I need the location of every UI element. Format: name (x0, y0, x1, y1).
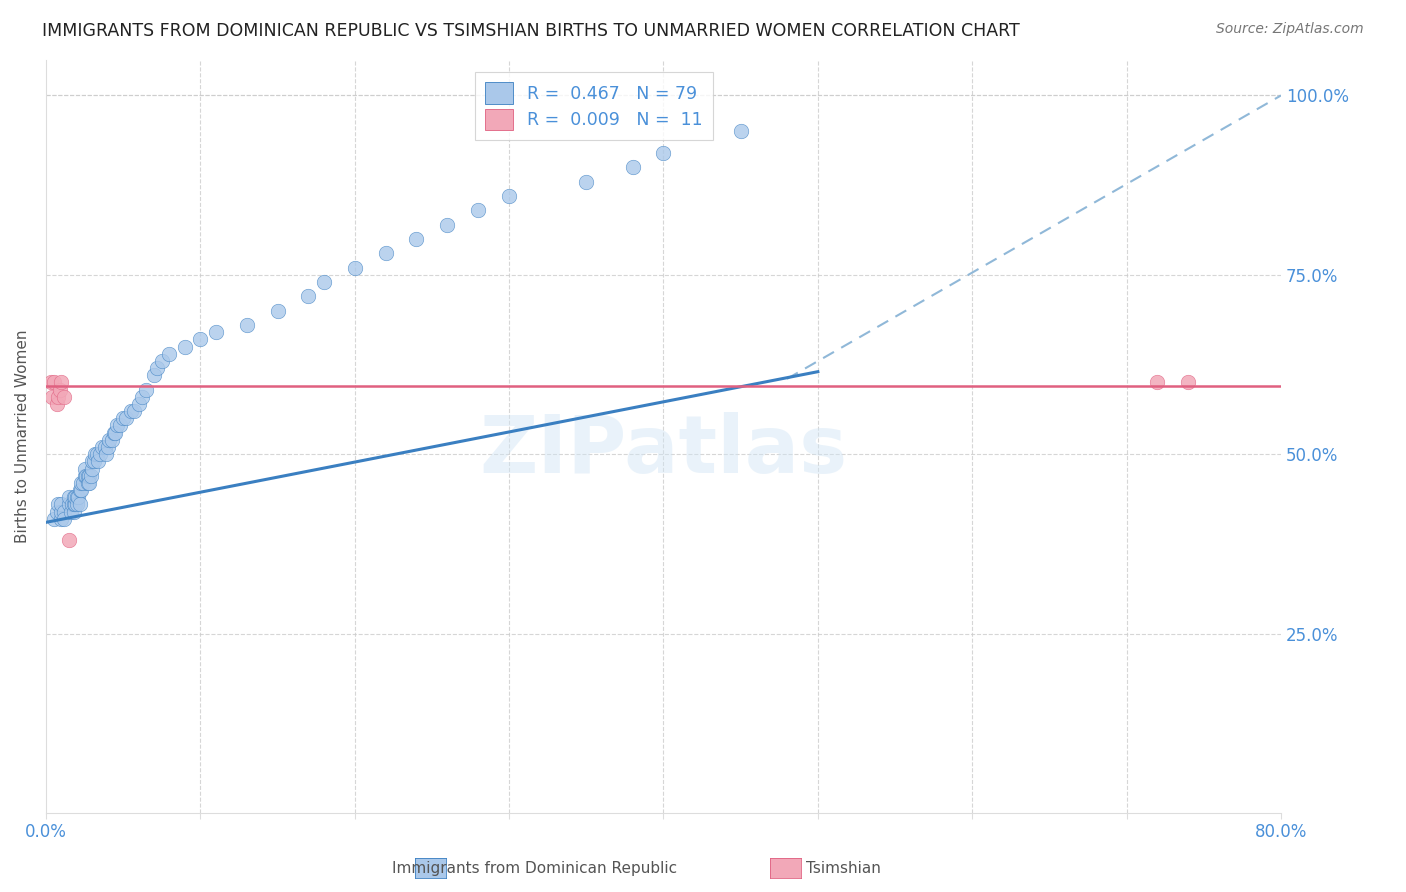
Point (66, 490, 89, 504)
Point (89, 447, 111, 461)
Point (60, 497, 83, 511)
Point (135, 383, 157, 397)
Point (42, 512, 65, 526)
Point (131, 390, 153, 404)
Point (436, 218, 458, 232)
Point (266, 303, 288, 318)
Point (76, 475, 98, 490)
Point (70, 475, 93, 490)
Point (41, 390, 63, 404)
Legend: R =  0.467   N = 79, R =  0.009   N =  11: R = 0.467 N = 79, R = 0.009 N = 11 (475, 72, 713, 140)
Point (93, 440, 115, 454)
Text: Immigrants from Dominican Republic: Immigrants from Dominican Republic (392, 861, 676, 876)
Point (204, 325, 226, 339)
Point (45, 505, 67, 519)
Point (1146, 376, 1168, 390)
Point (45, 397, 67, 411)
Point (575, 175, 598, 189)
Point (70, 483, 93, 497)
Point (82, 454, 104, 468)
Point (46, 390, 69, 404)
Point (58, 497, 80, 511)
Point (120, 404, 142, 418)
Point (51, 512, 73, 526)
Point (128, 397, 150, 411)
Point (98, 433, 121, 447)
Point (72, 475, 94, 490)
Point (730, 124, 752, 138)
Point (159, 347, 181, 361)
Point (115, 411, 138, 425)
Point (84, 447, 107, 461)
Point (343, 260, 366, 275)
Point (90, 440, 112, 454)
Point (58, 490, 80, 504)
Text: Source: ZipAtlas.com: Source: ZipAtlas.com (1216, 22, 1364, 37)
Point (82, 461, 104, 475)
Point (76, 468, 98, 483)
Point (86, 447, 108, 461)
Point (39, 376, 62, 390)
Point (405, 232, 427, 246)
Point (101, 433, 124, 447)
Point (51, 376, 73, 390)
Point (62, 490, 84, 504)
Point (150, 354, 173, 368)
Point (65, 490, 87, 504)
Point (77, 468, 100, 483)
Point (312, 275, 335, 289)
Point (146, 361, 169, 376)
Point (73, 468, 96, 483)
Point (65, 497, 87, 511)
Point (53, 512, 76, 526)
Point (51, 497, 73, 511)
Point (1177, 376, 1199, 390)
Point (87, 454, 110, 468)
Point (75, 468, 97, 483)
Point (97, 440, 120, 454)
Point (77, 475, 100, 490)
Text: ZIPatlas: ZIPatlas (479, 412, 848, 491)
Point (652, 145, 675, 160)
Point (297, 289, 319, 303)
Point (374, 246, 396, 260)
Point (62, 505, 84, 519)
Point (105, 418, 128, 433)
Point (69, 497, 91, 511)
Point (80, 468, 103, 483)
Point (188, 332, 211, 346)
Point (53, 390, 76, 404)
Point (621, 160, 644, 174)
Point (174, 340, 197, 354)
Point (69, 483, 91, 497)
Point (235, 318, 257, 332)
Point (67, 490, 90, 504)
Point (46, 497, 69, 511)
Point (58, 533, 80, 548)
Point (96, 447, 118, 461)
Point (66, 497, 89, 511)
Point (498, 189, 520, 203)
Text: Tsimshian: Tsimshian (806, 861, 882, 876)
Point (49, 383, 72, 397)
Text: IMMIGRANTS FROM DOMINICAN REPUBLIC VS TSIMSHIAN BIRTHS TO UNMARRIED WOMEN CORREL: IMMIGRANTS FROM DOMINICAN REPUBLIC VS TS… (42, 22, 1019, 40)
Point (62, 497, 84, 511)
Point (42, 376, 65, 390)
Point (53, 505, 76, 519)
Y-axis label: Births to Unmarried Women: Births to Unmarried Women (15, 329, 30, 543)
Point (103, 425, 125, 440)
Point (51, 505, 73, 519)
Point (108, 418, 131, 433)
Point (122, 404, 145, 418)
Point (73, 461, 96, 475)
Point (104, 425, 127, 440)
Point (112, 411, 135, 425)
Point (59, 505, 82, 519)
Point (83, 454, 105, 468)
Point (467, 203, 489, 218)
Point (143, 368, 166, 383)
